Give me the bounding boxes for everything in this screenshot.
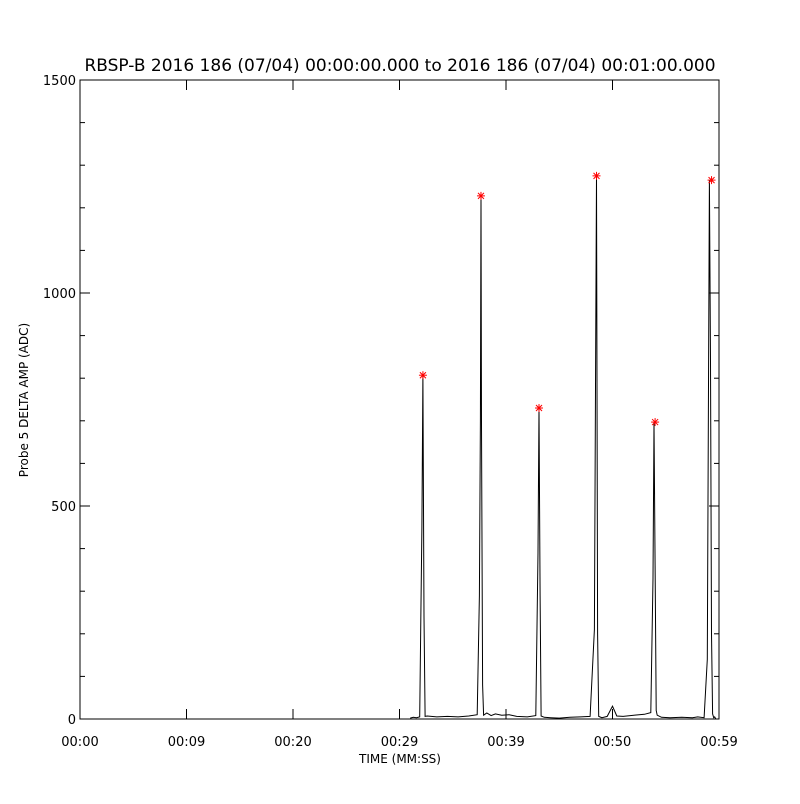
y-tick-label: 500 — [51, 500, 76, 515]
peak-marker — [535, 404, 544, 413]
x-tick-label: 00:00 — [61, 735, 98, 750]
chart-title: RBSP-B 2016 186 (07/04) 00:00:00.000 to … — [84, 56, 715, 76]
peak-marker-stroke — [593, 172, 600, 180]
y-axis-label: Probe 5 DELTA AMP (ADC) — [17, 323, 31, 477]
x-tick-label: 00:59 — [700, 735, 737, 750]
plot-frame — [79, 79, 720, 720]
peak-marker — [707, 176, 716, 185]
y-tick-label: 1000 — [43, 287, 76, 302]
peak-marker-stroke — [477, 192, 485, 200]
peak-marker-stroke — [708, 176, 715, 184]
peak-marker — [651, 418, 660, 427]
x-axis-label: TIME (MM:SS) — [358, 752, 441, 766]
x-tick-label: 00:20 — [274, 735, 311, 750]
y-tick-label: 1500 — [43, 74, 76, 89]
x-tick-label: 00:50 — [594, 735, 631, 750]
peak-marker-stroke — [535, 404, 543, 412]
peak-marker-stroke — [651, 418, 659, 426]
plot-area — [410, 171, 717, 720]
peak-marker — [476, 191, 485, 200]
x-tick-label: 00:09 — [168, 735, 205, 750]
x-tick-label: 00:39 — [487, 735, 524, 750]
y-tick-label: 0 — [68, 713, 76, 728]
axes: 0 500 1000 1500 00:00 00:09 00:20 00:29 00:39 00:… — [43, 74, 738, 750]
series-line — [410, 175, 717, 720]
x-tick-label: 00:29 — [381, 735, 418, 750]
peak-marker-stroke — [419, 371, 427, 379]
peak-marker — [592, 171, 601, 180]
peak-marker — [418, 371, 427, 380]
